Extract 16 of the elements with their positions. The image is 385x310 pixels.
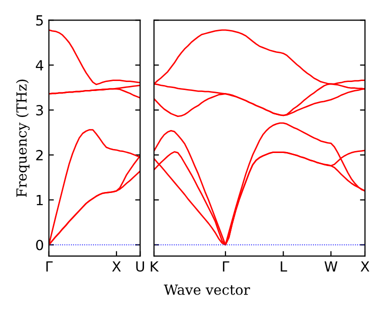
x-tick-label: X bbox=[360, 261, 370, 272]
y-tick-label: 4 bbox=[36, 60, 44, 70]
x-tick-label: Γ bbox=[222, 261, 230, 272]
x-tick-label: X bbox=[112, 261, 121, 272]
y-axis-title: Frequency (THz) bbox=[16, 80, 30, 197]
y-tick-label: 3 bbox=[36, 104, 43, 116]
x-tick-label: Γ bbox=[46, 261, 53, 272]
x-tick-label: U bbox=[136, 261, 144, 272]
y-tick-label: 2 bbox=[36, 150, 43, 160]
y-tick-label: 1 bbox=[36, 195, 43, 206]
x-tick-label: W bbox=[324, 261, 338, 272]
y-tick-label: 5 bbox=[36, 15, 43, 26]
x-axis-title: Wave vector bbox=[164, 284, 250, 295]
y-tick-label: 0 bbox=[36, 240, 44, 250]
x-tick-label: K bbox=[150, 261, 159, 272]
x-tick-label: L bbox=[280, 261, 288, 272]
